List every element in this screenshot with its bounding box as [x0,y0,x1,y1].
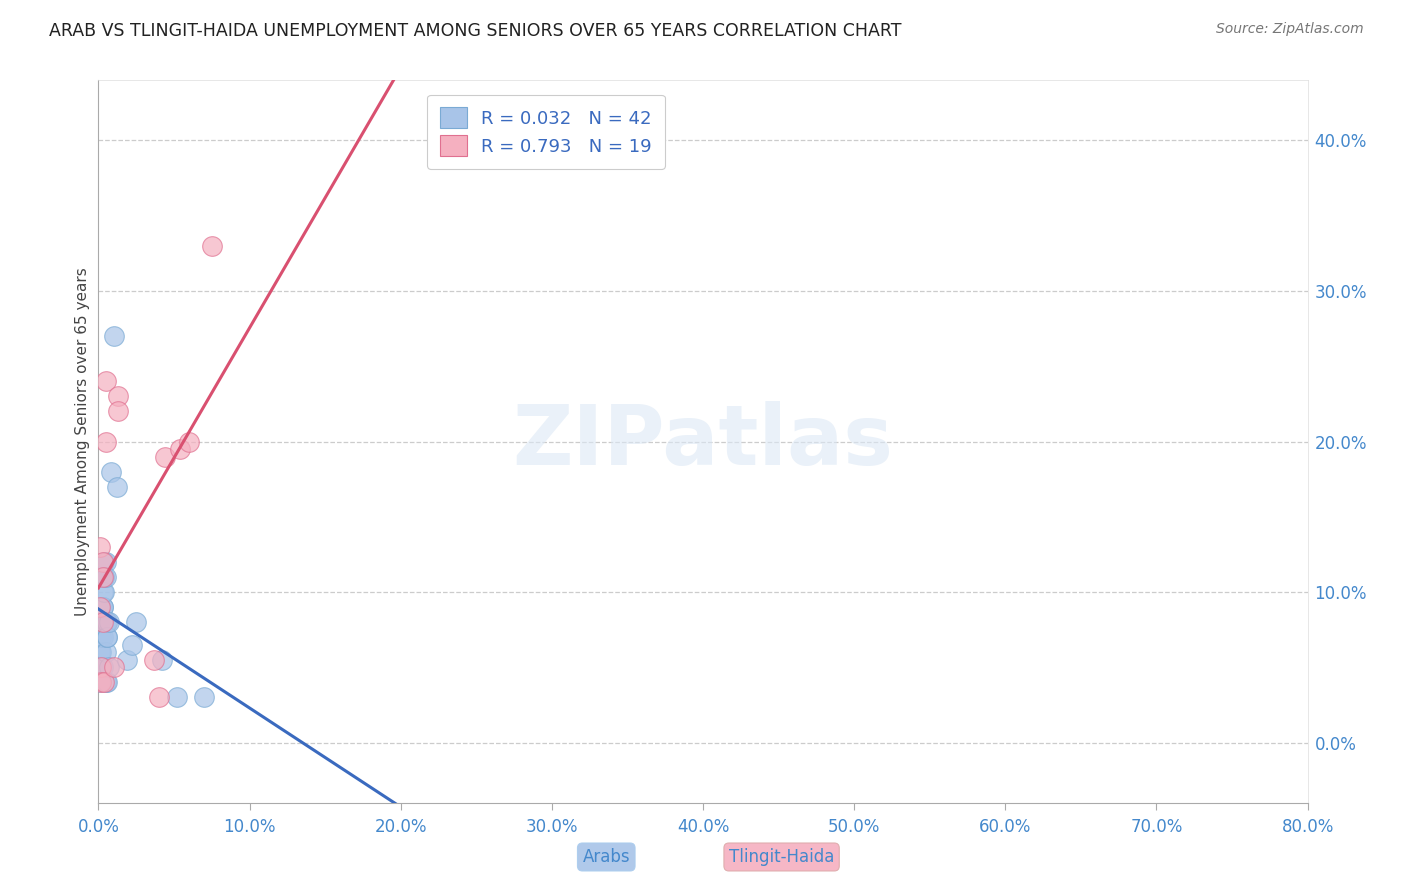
Point [89,600,111,615]
Point [121,638,143,652]
Point [91,570,114,584]
Point [96,630,118,644]
Point [103,660,125,674]
Text: ZIPatlas: ZIPatlas [513,401,893,482]
Point [125,615,148,630]
Point [96,615,118,630]
Point [94,434,117,449]
Point [91,630,114,644]
Point [91,555,114,569]
Point [105,480,128,494]
Legend: R = 0.032   N = 42, R = 0.793   N = 19: R = 0.032 N = 42, R = 0.793 N = 19 [427,95,665,169]
Point [96,675,118,690]
Point [90,615,112,630]
Point [166,690,188,705]
Point [90,630,112,644]
Text: Arabs: Arabs [582,848,630,866]
Point [94,615,117,630]
Point [91,615,114,630]
Point [91,615,114,630]
Point [107,389,129,403]
Text: Tlingit-Haida: Tlingit-Haida [728,848,834,866]
Point [96,615,118,630]
Point [103,329,125,343]
Point [93,585,115,599]
Point [94,374,117,388]
Point [98,615,121,630]
Point [153,450,176,464]
Point [91,600,114,615]
Point [179,434,201,449]
Point [89,675,111,690]
Point [90,600,112,615]
Point [193,690,215,705]
Point [91,600,114,615]
Point [89,660,111,674]
Point [93,675,115,690]
Point [91,585,114,599]
Y-axis label: Unemployment Among Seniors over 65 years: Unemployment Among Seniors over 65 years [75,268,90,615]
Point [93,570,115,584]
Point [93,615,115,630]
Point [94,555,117,569]
Text: Source: ZipAtlas.com: Source: ZipAtlas.com [1216,22,1364,37]
Point [107,404,129,418]
Text: ARAB VS TLINGIT-HAIDA UNEMPLOYMENT AMONG SENIORS OVER 65 YEARS CORRELATION CHART: ARAB VS TLINGIT-HAIDA UNEMPLOYMENT AMONG… [49,22,901,40]
Point [169,442,191,456]
Point [201,239,224,253]
Point [115,653,138,667]
Point [91,570,114,584]
Point [148,690,170,705]
Point [91,660,114,674]
Point [90,675,112,690]
Point [90,660,112,674]
Point [98,660,121,674]
Point [93,570,115,584]
Point [150,653,173,667]
Point [89,540,111,554]
Point [89,660,111,674]
Point [90,660,112,674]
Point [143,653,166,667]
Point [93,555,115,569]
Point [89,645,111,659]
Point [94,645,117,659]
Point [94,570,117,584]
Point [90,645,112,659]
Point [100,465,122,479]
Point [94,675,117,690]
Point [96,630,118,644]
